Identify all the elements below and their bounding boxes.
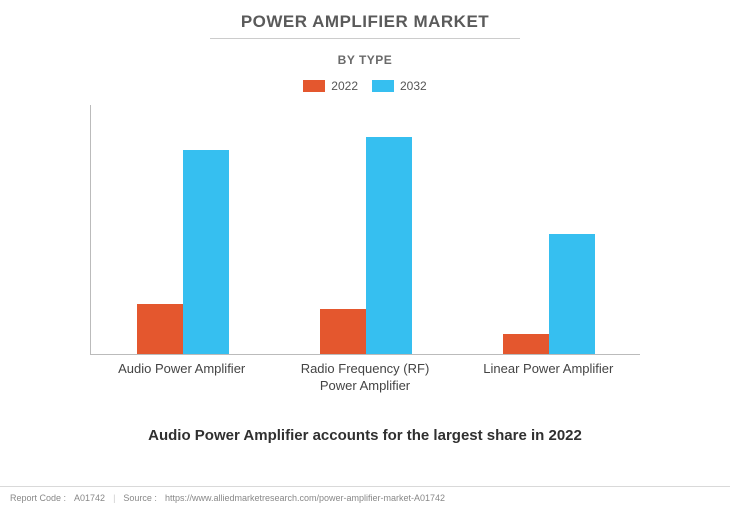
chart-caption: Audio Power Amplifier accounts for the l… bbox=[0, 427, 730, 444]
plot-area bbox=[90, 105, 640, 355]
bar-group-1 bbox=[274, 105, 457, 354]
source-label: Source : bbox=[123, 493, 157, 503]
footer: Report Code : A01742 | Source : https://… bbox=[0, 486, 730, 508]
bar-0-2032 bbox=[183, 150, 229, 354]
chart-plot: Audio Power Amplifier Radio Frequency (R… bbox=[70, 105, 660, 405]
x-label-1: Radio Frequency (RF) Power Amplifier bbox=[273, 355, 456, 405]
bar-group-2 bbox=[457, 105, 640, 354]
report-code-label: Report Code : bbox=[10, 493, 66, 503]
chart-title: POWER AMPLIFIER MARKET bbox=[0, 12, 730, 38]
legend-item-2032: 2032 bbox=[372, 79, 427, 93]
x-label-2: Linear Power Amplifier bbox=[457, 355, 640, 405]
legend-swatch-2022 bbox=[303, 80, 325, 92]
legend: 2022 2032 bbox=[0, 79, 730, 93]
bar-1-2032 bbox=[366, 137, 412, 354]
legend-swatch-2032 bbox=[372, 80, 394, 92]
bar-1-2022 bbox=[320, 309, 366, 354]
source-value: https://www.alliedmarketresearch.com/pow… bbox=[165, 493, 445, 503]
legend-label-2022: 2022 bbox=[331, 79, 358, 93]
bar-0-2022 bbox=[137, 304, 183, 354]
x-axis-labels: Audio Power Amplifier Radio Frequency (R… bbox=[90, 355, 640, 405]
title-divider bbox=[210, 38, 520, 39]
report-code-value: A01742 bbox=[74, 493, 105, 503]
bar-group-0 bbox=[91, 105, 274, 354]
chart-subtitle: BY TYPE bbox=[0, 53, 730, 67]
x-label-0: Audio Power Amplifier bbox=[90, 355, 273, 405]
footer-separator: | bbox=[113, 493, 115, 503]
bar-2-2022 bbox=[503, 334, 549, 354]
bar-groups bbox=[91, 105, 640, 354]
legend-item-2022: 2022 bbox=[303, 79, 358, 93]
bar-2-2032 bbox=[549, 234, 595, 354]
legend-label-2032: 2032 bbox=[400, 79, 427, 93]
